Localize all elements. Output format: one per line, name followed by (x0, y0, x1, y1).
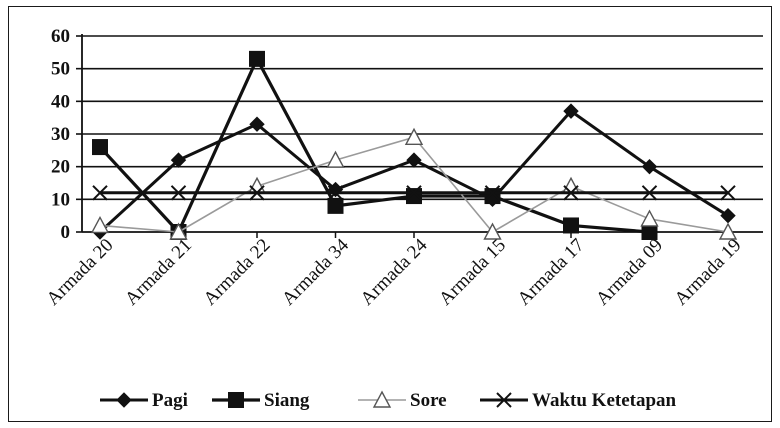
data-point (563, 217, 579, 234)
x-tick-label: Armada 24 (357, 234, 432, 309)
x-tick-label: Armada 21 (121, 235, 196, 310)
data-point (170, 185, 187, 201)
data-point (720, 185, 736, 201)
data-point (563, 185, 579, 201)
x-tick-label: Armada 19 (671, 235, 746, 310)
data-point (326, 150, 345, 168)
data-point (169, 222, 188, 240)
x-tick-label: Armada 22 (200, 235, 275, 310)
data-point (406, 185, 422, 201)
y-tick-label: 40 (51, 91, 70, 112)
data-point (641, 158, 658, 175)
series-pagi (92, 103, 736, 240)
legend-marker (496, 392, 512, 408)
legend-item: Pagi (100, 390, 188, 411)
x-tick-label: Armada 17 (514, 235, 589, 310)
axes (81, 34, 763, 233)
data-point (484, 188, 501, 205)
data-point (92, 185, 108, 201)
data-point (327, 197, 344, 214)
y-tick-label: 0 (61, 222, 71, 243)
data-point (641, 224, 658, 240)
y-axis-ticks: 0 10 20 30 40 50 60 (51, 26, 82, 243)
series-line (98, 57, 650, 234)
data-point (484, 185, 501, 201)
data-point (247, 176, 267, 194)
y-tick-label: 30 (51, 124, 70, 145)
legend-marker (116, 392, 132, 408)
series-group (90, 50, 738, 240)
x-tick-label: Armada 34 (278, 234, 353, 309)
y-tick-label: 60 (51, 26, 70, 47)
legend-label: Siang (264, 390, 310, 411)
legend-label: Waktu Ketetapan (532, 390, 677, 411)
data-point (90, 215, 110, 234)
data-point (718, 222, 738, 240)
legend-marker (228, 392, 244, 408)
chart-frame (8, 6, 772, 422)
data-point (641, 185, 658, 201)
legend-item: Sore (358, 390, 447, 411)
data-point (406, 152, 422, 168)
legend-item: Siang (212, 390, 310, 411)
data-point (327, 185, 344, 201)
data-point (720, 207, 736, 224)
legend-label: Pagi (152, 390, 188, 411)
data-point (640, 209, 659, 227)
data-point (92, 139, 108, 156)
data-point (170, 152, 187, 168)
x-tick-label: Armada 09 (592, 235, 667, 310)
data-point (249, 185, 265, 201)
data-point (249, 50, 265, 67)
legend-label: Sore (410, 390, 447, 411)
data-point (561, 176, 581, 194)
data-point (563, 103, 579, 119)
series-siang (92, 50, 658, 240)
data-point (404, 127, 424, 145)
y-tick-label: 20 (51, 157, 70, 178)
x-axis-ticks: Armada 20 Armada 21 Armada 22 Armada 34 Arma… (43, 232, 746, 310)
data-point (249, 116, 265, 132)
x-tick-label: Armada 20 (43, 235, 118, 310)
data-point (406, 188, 422, 205)
legend-marker (372, 390, 392, 408)
series-sore (90, 127, 738, 240)
series-waktu-ketetapan (92, 185, 736, 201)
data-point (483, 222, 502, 240)
x-tick-label: Armada 15 (435, 235, 510, 310)
legend-item: Waktu Ketetapan (480, 390, 677, 411)
y-tick-label: 10 (51, 189, 70, 210)
legend: Pagi Siang Sore Waktu Ketetapan (100, 390, 677, 411)
y-tick-label: 50 (51, 59, 70, 80)
